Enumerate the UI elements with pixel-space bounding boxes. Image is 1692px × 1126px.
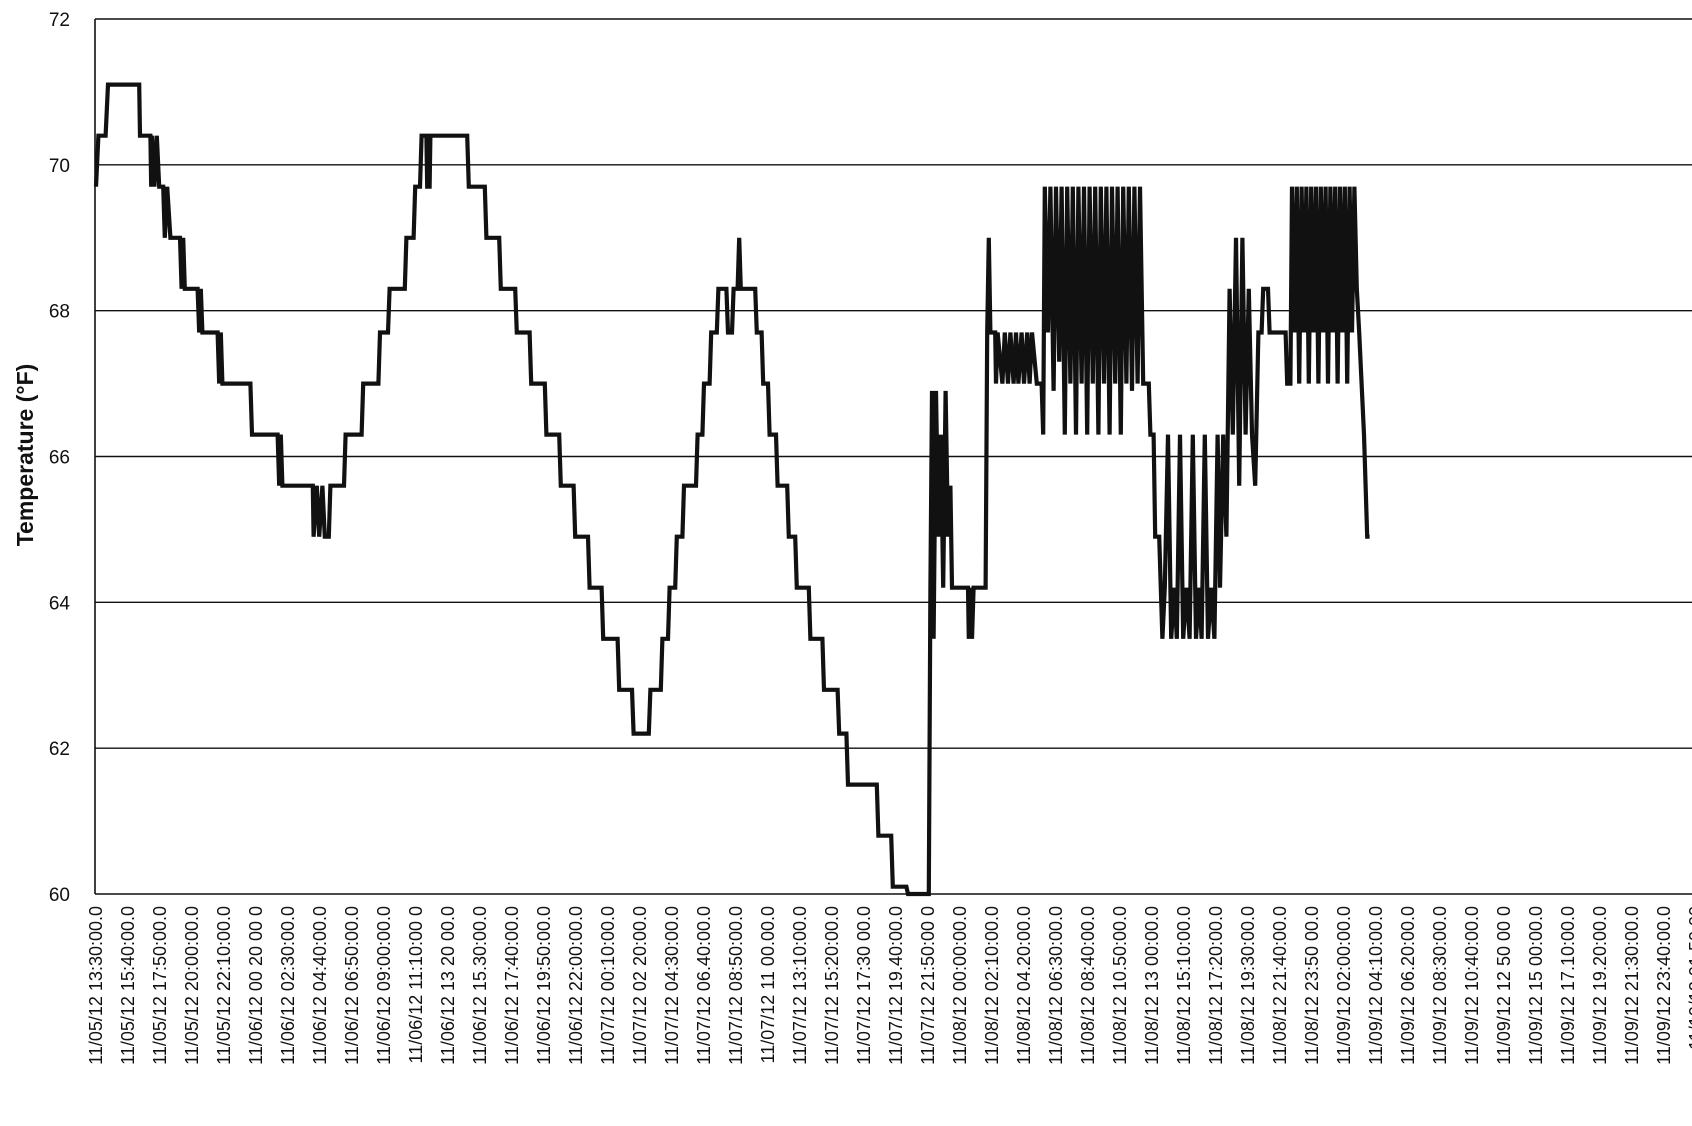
x-tick-label: 11/08/12 02:10:00.0 (982, 906, 1002, 1065)
x-tick-label: 11/08/12 17:20:00.0 (1206, 906, 1226, 1065)
x-tick-label: 11/05/12 13:30:00.0 (86, 906, 106, 1065)
x-tick-label: 11/08/12 19:30:00.0 (1238, 906, 1258, 1065)
x-tick-label: 11/09/12 15 00:00.0 (1526, 906, 1546, 1065)
x-tick-label: 11/07/12 11 00.00.0 (758, 906, 778, 1063)
y-axis-label: Temperature (°F) (12, 364, 38, 547)
grid-lines (95, 18, 1692, 895)
x-tick-label: 11/07/12 21:50:00 0 (918, 906, 938, 1065)
x-tick-label: 11/09/12 06.20:00.0 (1398, 906, 1418, 1065)
x-tick-label: 11/09/12 21:30:00.0 (1622, 906, 1642, 1065)
x-tick-label: 11/10/12 01 50 00 (1686, 906, 1692, 1050)
y-tick-60: 60 (49, 885, 70, 906)
x-tick-label: 11/06/12 04:40:00.0 (310, 906, 330, 1065)
y-tick-64: 64 (49, 593, 71, 614)
x-tick-label: 11/05/12 22:10:00.0 (214, 906, 234, 1065)
x-tick-label: 11/06/12 15.30:00.0 (470, 906, 490, 1065)
x-tick-label: 11/08/12 15:10:00.0 (1174, 906, 1194, 1065)
series-group (93, 82, 1370, 897)
x-tick-label: 11/06/12 13 20 00.0 (438, 906, 458, 1065)
y-tick-62: 62 (49, 739, 70, 760)
x-tick-label: 11/06/12 00 20 00 0 (246, 906, 266, 1065)
temperature-series-line (93, 82, 1370, 897)
x-tick-label: 11/06/12 17:40:00.0 (502, 906, 522, 1065)
x-tick-label: 11/06/12 02:30:00.0 (278, 906, 298, 1065)
x-tick-label: 11/09/12 17.10:00.0 (1558, 906, 1578, 1065)
x-tick-label: 11/09/12 02:00:00.0 (1334, 906, 1354, 1065)
x-tick-label: 11/07/12 13:10:00.0 (790, 906, 810, 1065)
x-tick-label: 11/08/12 23:50 00.0 (1302, 906, 1322, 1065)
x-tick-label: 11/07/12 19.40:00.0 (886, 906, 906, 1065)
x-tick-label: 11/09/12 23:40:00.0 (1654, 906, 1674, 1065)
x-tick-label: 11/06/12 09:00:00.0 (374, 906, 394, 1065)
y-tick-72: 72 (49, 10, 70, 31)
x-tick-label: 11/08/12 00:00:00.0 (950, 906, 970, 1065)
x-tick-label: 11/09/12 04:10:00.0 (1366, 906, 1386, 1065)
y-tick-70: 70 (49, 156, 70, 177)
x-tick-label: 11/07/12 02 20:00.0 (630, 906, 650, 1065)
y-tick-68: 68 (49, 302, 70, 323)
x-tick-label: 11/05/12 15:40:00.0 (118, 906, 138, 1065)
x-tick-label: 11/08/12 04.20:00.0 (1014, 906, 1034, 1065)
x-tick-labels: 11/05/12 13:30:00.0 11/05/12 15:40:00.0 11… (86, 906, 1692, 1065)
x-tick-label: 11/09/12 19.20:00.0 (1590, 906, 1610, 1065)
x-tick-label: 11/07/12 00:10:00.0 (598, 906, 618, 1065)
x-tick-label: 11/05/12 17:50:00.0 (150, 906, 170, 1065)
x-tick-label: 11/09/12 10:40:00.0 (1462, 906, 1482, 1065)
x-tick-label: 11/07/12 17:30 00.0 (854, 906, 874, 1065)
x-tick-label: 11/08/12 06:30:00.0 (1046, 906, 1066, 1065)
x-tick-label: 11/07/12 15:20:00.0 (822, 906, 842, 1065)
x-tick-label: 11/06/12 22:00:00.0 (566, 906, 586, 1065)
x-tick-label: 11/07/12 08:50:00.0 (726, 906, 746, 1065)
x-tick-label: 11/07/12 04:30:00.0 (662, 906, 682, 1065)
x-tick-label: 11/08/12 21:40:00.0 (1270, 906, 1290, 1065)
x-tick-label: 11/09/12 12 50 00 0 (1494, 906, 1514, 1065)
x-tick-label: 11/06/12 06:50:00.0 (342, 906, 362, 1065)
x-tick-label: 11/08/12 13 00:00.0 (1142, 906, 1162, 1065)
x-tick-label: 11/07/12 06.40:00.0 (694, 906, 714, 1065)
y-tick-66: 66 (49, 448, 70, 469)
x-tick-label: 11/06/12 11:10:00 0 (406, 906, 426, 1063)
x-tick-label: 11/06/12 19:50:00.0 (534, 906, 554, 1065)
x-tick-label: 11/05/12 20:00:00.0 (182, 906, 202, 1065)
x-tick-label: 11/08/12 08:40:00.0 (1078, 906, 1098, 1065)
y-tick-labels: 60 62 64 66 68 70 72 (49, 10, 71, 906)
x-tick-label: 11/08/12 10.50:00.0 (1110, 906, 1130, 1065)
x-tick-label: 11/09/12 08:30:00.0 (1430, 906, 1450, 1065)
